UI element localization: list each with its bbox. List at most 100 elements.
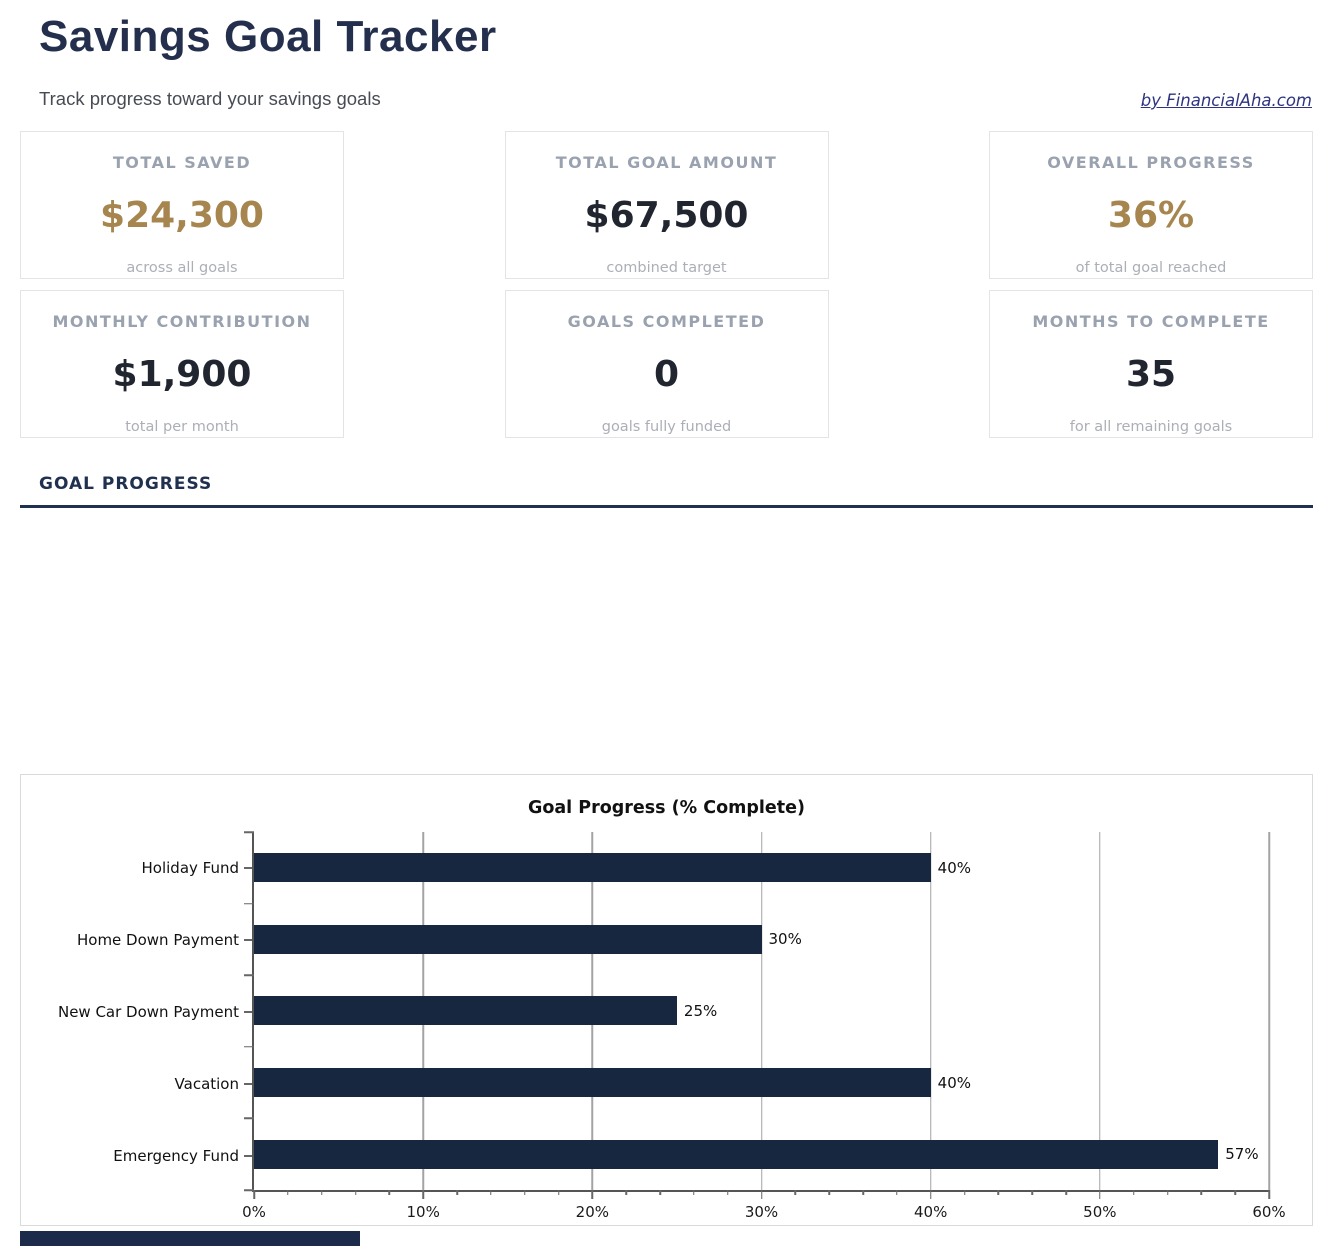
x-axis-tick xyxy=(557,1190,560,1195)
bar-value-label: 30% xyxy=(768,930,802,949)
stat-caption: of total goal reached xyxy=(1075,260,1227,276)
stat-card-goals-completed: GOALS COMPLETED 0 goals fully funded xyxy=(504,290,829,438)
x-axis-tick xyxy=(625,1190,627,1195)
x-axis-tick xyxy=(422,1190,424,1199)
stat-label: TOTAL GOAL AMOUNT xyxy=(555,153,778,172)
x-axis-tick xyxy=(1166,1190,1169,1195)
x-axis-tick-label: 20% xyxy=(575,1203,609,1221)
bar-value-label: 40% xyxy=(937,1073,971,1092)
x-axis-tick-label: 0% xyxy=(242,1203,266,1221)
x-axis-tick xyxy=(1234,1190,1236,1195)
stat-card-monthly-contribution: MONTHLY CONTRIBUTION $1,900 total per mo… xyxy=(20,290,344,438)
x-axis-tick xyxy=(929,1190,932,1199)
bar-row: 40% xyxy=(254,832,1269,904)
stat-card-months-to-complete: MONTHS TO COMPLETE 35 for all remaining … xyxy=(989,290,1313,438)
y-axis-minor-tick xyxy=(244,1189,254,1191)
x-axis-tick xyxy=(760,1190,763,1199)
x-axis-tick xyxy=(726,1190,729,1195)
x-axis-tick xyxy=(693,1190,695,1195)
stat-cards-grid: TOTAL SAVED $24,300 across all goals TOT… xyxy=(20,131,1313,438)
x-axis-tick xyxy=(287,1190,289,1195)
stat-card-overall-progress: OVERALL PROGRESS 36% of total goal reach… xyxy=(989,131,1313,279)
plot-area: 40% 30% 25% 40% 57% 0% 10% 20% 30% 40% 50% 60% xyxy=(242,831,1286,1221)
x-axis-tick-label: 30% xyxy=(744,1203,779,1221)
category-label: Vacation xyxy=(21,1048,252,1120)
y-axis-minor-tick xyxy=(244,1117,254,1120)
x-axis-tick-label: 10% xyxy=(406,1203,440,1221)
bar-value-label: 57% xyxy=(1225,1145,1259,1164)
x-axis-tick xyxy=(828,1190,830,1195)
category-label: New Car Down Payment xyxy=(21,976,252,1048)
page-header: Savings Goal Tracker Track progress towa… xyxy=(0,0,1333,110)
stat-value: $67,500 xyxy=(584,195,749,236)
bar-row: 57% xyxy=(254,1118,1269,1190)
stat-label: MONTHLY CONTRIBUTION xyxy=(52,312,312,331)
stat-label: MONTHS TO COMPLETE xyxy=(1032,312,1270,331)
gridline xyxy=(760,832,763,1190)
stat-caption: combined target xyxy=(606,260,727,276)
stat-caption: across all goals xyxy=(126,260,238,276)
chart-title: Goal Progress (% Complete) xyxy=(527,798,806,818)
stat-caption: goals fully funded xyxy=(601,419,732,435)
stat-value: $24,300 xyxy=(100,195,264,236)
goal-progress-chart: Goal Progress (% Complete) Holiday Fund H… xyxy=(20,774,1313,1226)
attribution-link[interactable]: by FinancialAha.com xyxy=(1140,91,1312,110)
x-axis-tick xyxy=(1099,1190,1101,1199)
stat-card-total-saved: TOTAL SAVED $24,300 across all goals xyxy=(20,131,344,279)
x-axis-tick-label: 60% xyxy=(1252,1203,1286,1221)
stat-card-total-goal-amount: TOTAL GOAL AMOUNT $67,500 combined targe… xyxy=(504,131,829,279)
x-axis-tick xyxy=(253,1190,255,1199)
x-axis-tick xyxy=(794,1190,797,1195)
bar-row: 40% xyxy=(254,1047,1269,1119)
stat-caption: total per month xyxy=(125,419,239,435)
x-axis-tick xyxy=(591,1190,594,1199)
x-axis-tick-label: 40% xyxy=(913,1203,948,1221)
x-axis-tick xyxy=(1065,1190,1067,1195)
stat-label: GOALS COMPLETED xyxy=(567,312,766,331)
x-axis-tick xyxy=(523,1190,526,1195)
gridline xyxy=(1099,832,1101,1190)
partial-next-section-bar xyxy=(20,1231,360,1246)
stat-value: $1,900 xyxy=(112,354,252,395)
page-title: Savings Goal Tracker xyxy=(39,12,497,61)
x-axis-tick xyxy=(320,1190,323,1195)
x-axis-tick xyxy=(456,1190,458,1195)
bar xyxy=(254,996,677,1026)
stat-caption: for all remaining goals xyxy=(1069,419,1233,435)
bar-row: 25% xyxy=(254,975,1269,1047)
x-axis-tick xyxy=(1268,1190,1270,1199)
category-label: Home Down Payment xyxy=(21,904,252,976)
category-label: Holiday Fund xyxy=(21,832,252,904)
bar-value-label: 25% xyxy=(683,1001,718,1020)
stat-value: 36% xyxy=(1107,195,1195,236)
category-label: Emergency Fund xyxy=(21,1120,252,1192)
bar xyxy=(254,1139,1219,1169)
x-axis-tick xyxy=(862,1190,864,1195)
x-axis-tick xyxy=(1031,1190,1033,1195)
stat-value: 0 xyxy=(653,354,680,395)
bar xyxy=(254,853,931,883)
chart-body: Holiday Fund Home Down Payment New Car Dow… xyxy=(21,831,1286,1221)
bar xyxy=(254,1068,931,1098)
bar-row: 30% xyxy=(254,904,1269,976)
x-axis-tick xyxy=(1200,1190,1203,1195)
gridline xyxy=(1268,832,1270,1190)
x-axis: 0% 10% 20% 30% 40% 50% 60% xyxy=(242,1190,1286,1232)
x-axis-tick xyxy=(659,1190,661,1195)
gridline xyxy=(929,832,932,1190)
x-axis-tick xyxy=(1132,1190,1135,1195)
y-axis-minor-tick xyxy=(244,974,254,976)
y-axis-labels: Holiday Fund Home Down Payment New Car Dow… xyxy=(21,832,252,1192)
bar xyxy=(254,924,762,954)
y-axis-minor-tick xyxy=(244,902,254,905)
page-subtitle: Track progress toward your savings goals xyxy=(39,88,381,109)
y-axis-minor-tick xyxy=(244,831,254,833)
x-axis-tick xyxy=(388,1190,391,1195)
x-axis-tick xyxy=(354,1190,357,1195)
y-axis-minor-tick xyxy=(244,1046,254,1048)
stat-label: OVERALL PROGRESS xyxy=(1047,153,1255,172)
x-axis-tick xyxy=(997,1190,1000,1195)
stat-value: 35 xyxy=(1125,354,1177,395)
x-axis-tick xyxy=(490,1190,492,1195)
